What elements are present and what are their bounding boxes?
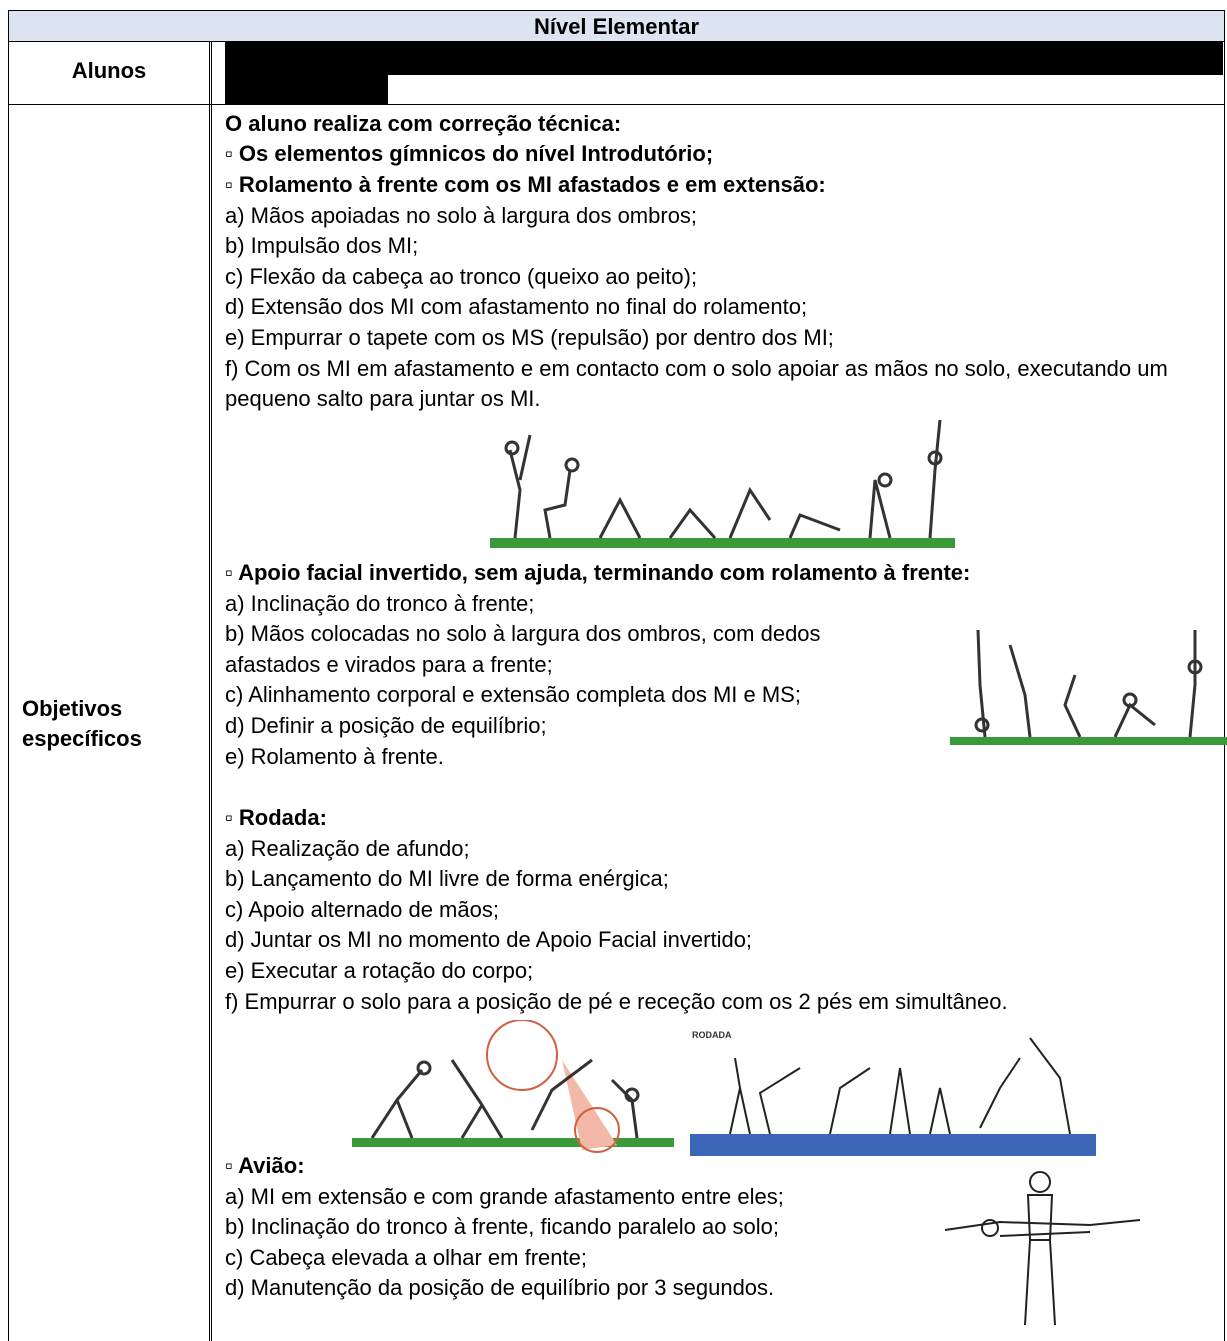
intro-text: O aluno realiza com correção técnica: bbox=[225, 111, 622, 136]
section: ▫ Avião: a) MI em extensão e com grande a… bbox=[225, 1151, 1215, 1304]
redaction bbox=[225, 42, 1223, 75]
illustration-rodada: RODADA bbox=[690, 1030, 1096, 1156]
section: ▫ Apoio facial invertido, sem ajuda, ter… bbox=[225, 558, 1215, 772]
illustration-aviao bbox=[944, 1171, 1141, 1326]
section-heading: ▫ Os elementos gímnicos do nível Introdu… bbox=[225, 141, 714, 166]
intro: O aluno realiza com correção técnica: bbox=[225, 109, 621, 140]
section-item: c) Alinhamento corporal e extensão compl… bbox=[225, 682, 801, 708]
section-item: a) Realização de afundo; bbox=[225, 835, 470, 861]
section-item: c) Apoio alternado de mãos; bbox=[225, 896, 499, 922]
column-divider bbox=[209, 41, 212, 1341]
section-item: c) Cabeça elevada a olhar em frente; bbox=[225, 1244, 587, 1270]
section-item: d) Manutenção da posição de equilíbrio p… bbox=[225, 1275, 775, 1301]
section-heading: ▫ Apoio facial invertido, sem ajuda, ter… bbox=[225, 560, 971, 585]
section-item: f) Com os MI em afastamento e em contact… bbox=[225, 355, 1168, 412]
illustration-roll bbox=[490, 419, 955, 548]
section-item: c) Flexão da cabeça ao tronco (queixo ao… bbox=[225, 263, 698, 289]
redaction bbox=[225, 75, 388, 104]
table-frame bbox=[8, 41, 1225, 1341]
section: ▫ Os elementos gímnicos do nível Introdu… bbox=[225, 139, 1215, 170]
section-item: d) Juntar os MI no momento de Apoio Faci… bbox=[225, 927, 753, 953]
section-item: a) MI em extensão e com grande afastamen… bbox=[225, 1183, 784, 1209]
section: ▫ Rodada: a) Realização de afundo; b) Lanç… bbox=[225, 803, 1215, 1017]
objectives-label: Objetivos específicos bbox=[22, 696, 142, 751]
section-item: a) Inclinação do tronco à frente; bbox=[225, 590, 535, 616]
illustration-cartwheel bbox=[352, 1020, 674, 1153]
section-heading: ▫ Rodada: bbox=[225, 805, 327, 830]
section-item: b) Mãos colocadas no solo à largura dos … bbox=[225, 621, 821, 677]
section-item: e) Executar a rotação do corpo; bbox=[225, 957, 534, 983]
section-item: b) Impulsão dos MI; bbox=[225, 233, 419, 259]
section: ▫ Rolamento à frente com os MI afastados… bbox=[225, 170, 1215, 415]
row-divider bbox=[8, 104, 1225, 105]
section-item: d) Extensão dos MI com afastamento no fi… bbox=[225, 294, 808, 320]
students-label: Alunos bbox=[71, 58, 147, 83]
section-item: e) Empurrar o tapete com os MS (repulsão… bbox=[225, 324, 834, 350]
section-item: a) Mãos apoiadas no solo à largura dos o… bbox=[225, 202, 698, 228]
section-heading: ▫ Avião: bbox=[225, 1153, 305, 1178]
section-item: d) Definir a posição de equilíbrio; bbox=[225, 712, 547, 738]
section-item: e) Rolamento à frente. bbox=[225, 743, 444, 769]
section-item: b) Inclinação do tronco à frente, ficand… bbox=[225, 1214, 780, 1240]
illustration-handstand bbox=[950, 629, 1227, 745]
table-title: Nível Elementar bbox=[8, 10, 1225, 42]
image-label: RODADA bbox=[692, 1030, 732, 1040]
section-item: b) Lançamento do MI livre de forma enérg… bbox=[225, 866, 669, 892]
section-heading: ▫ Rolamento à frente com os MI afastados… bbox=[225, 172, 826, 197]
section-item: f) Empurrar o solo para a posição de pé … bbox=[225, 988, 1008, 1014]
